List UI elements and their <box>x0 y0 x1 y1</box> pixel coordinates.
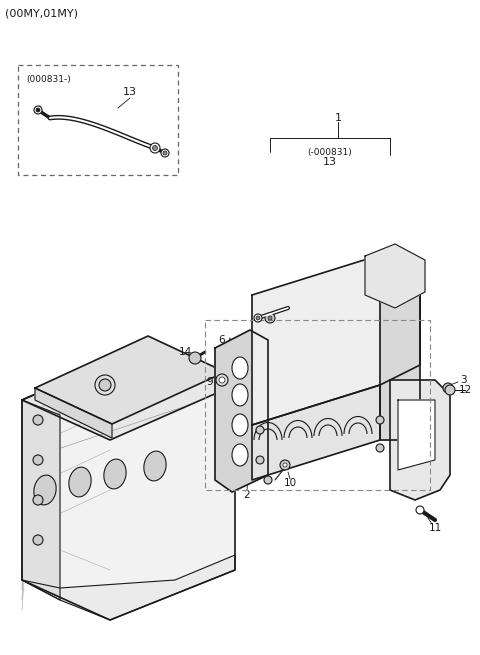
Polygon shape <box>22 345 235 620</box>
Circle shape <box>34 106 42 114</box>
Ellipse shape <box>232 444 248 466</box>
Circle shape <box>163 151 167 155</box>
Text: 2: 2 <box>244 490 250 500</box>
Circle shape <box>256 316 260 320</box>
Polygon shape <box>215 330 268 492</box>
Ellipse shape <box>69 467 91 497</box>
Circle shape <box>280 460 290 470</box>
Ellipse shape <box>232 357 248 379</box>
Circle shape <box>161 149 169 157</box>
Circle shape <box>150 143 160 153</box>
Circle shape <box>265 313 275 323</box>
FancyBboxPatch shape <box>18 65 178 175</box>
Circle shape <box>256 426 264 434</box>
Polygon shape <box>35 336 225 424</box>
Text: 1: 1 <box>335 113 341 123</box>
Text: 9: 9 <box>207 377 213 387</box>
Text: (000831-): (000831-) <box>26 75 71 84</box>
Ellipse shape <box>232 384 248 406</box>
Circle shape <box>445 385 455 395</box>
Circle shape <box>33 495 43 505</box>
Polygon shape <box>390 380 450 500</box>
Text: 11: 11 <box>428 523 442 533</box>
Text: 7: 7 <box>260 303 266 313</box>
Circle shape <box>264 476 272 484</box>
Circle shape <box>95 375 115 395</box>
Polygon shape <box>380 255 420 440</box>
Circle shape <box>416 506 424 514</box>
Text: 13: 13 <box>123 87 137 97</box>
Text: (-000831): (-000831) <box>308 147 352 157</box>
Text: 10: 10 <box>283 478 297 488</box>
Circle shape <box>256 456 264 464</box>
Ellipse shape <box>144 451 166 481</box>
Circle shape <box>153 145 157 151</box>
Polygon shape <box>365 244 425 308</box>
Polygon shape <box>35 388 112 438</box>
Circle shape <box>376 444 384 452</box>
Polygon shape <box>22 400 60 600</box>
Ellipse shape <box>34 475 56 505</box>
Polygon shape <box>22 345 235 440</box>
Circle shape <box>189 352 201 364</box>
Polygon shape <box>252 385 380 480</box>
Polygon shape <box>22 555 235 620</box>
Circle shape <box>443 383 453 393</box>
Circle shape <box>283 463 287 467</box>
Circle shape <box>36 108 40 112</box>
Circle shape <box>254 314 262 322</box>
Circle shape <box>376 416 384 424</box>
Polygon shape <box>252 255 420 425</box>
Circle shape <box>268 316 272 320</box>
Ellipse shape <box>104 459 126 489</box>
Circle shape <box>33 455 43 465</box>
Text: (00MY,01MY): (00MY,01MY) <box>5 8 78 18</box>
Text: 6: 6 <box>219 335 225 345</box>
Text: 12: 12 <box>458 385 472 395</box>
Text: 13: 13 <box>323 157 337 167</box>
Circle shape <box>33 415 43 425</box>
Ellipse shape <box>232 414 248 436</box>
Circle shape <box>33 535 43 545</box>
Circle shape <box>99 379 111 391</box>
Text: 3: 3 <box>460 375 466 385</box>
Circle shape <box>219 377 225 383</box>
Circle shape <box>216 374 228 386</box>
Text: 14: 14 <box>179 347 192 357</box>
Polygon shape <box>398 400 435 470</box>
